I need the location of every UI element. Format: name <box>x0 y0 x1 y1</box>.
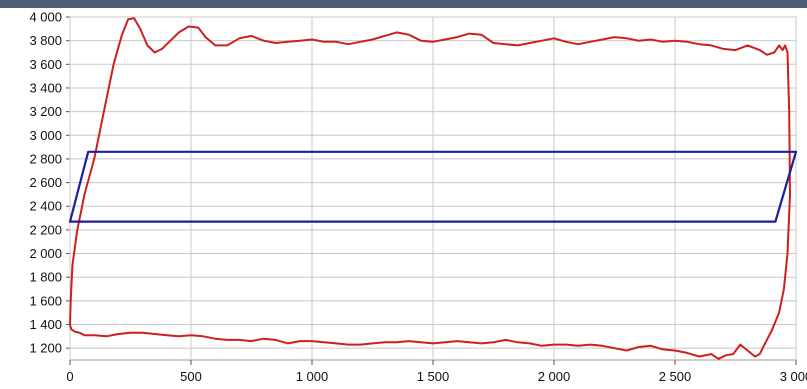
y-tick-label: 3 000 <box>29 128 62 143</box>
x-axis-tick-labels: 0 500 1 000 1 500 2 000 2 500 3 000 <box>66 369 807 384</box>
y-tick-label: 1 600 <box>29 293 62 308</box>
y-tick-label: 3 400 <box>29 80 62 95</box>
y-tick-label: 2 200 <box>29 222 62 237</box>
x-tick-label: 0 <box>66 369 73 384</box>
x-tick-label: 2 000 <box>538 369 571 384</box>
x-tick-label: 1 000 <box>296 369 329 384</box>
grid-lines <box>66 16 797 365</box>
y-tick-label: 1 400 <box>29 317 62 332</box>
y-tick-label: 2 400 <box>29 199 62 214</box>
y-tick-label: 3 600 <box>29 57 62 72</box>
line-chart: 1 200 1 400 1 600 1 800 2 000 2 200 2 400 2 600… <box>29 10 807 385</box>
y-tick-label: 2 600 <box>29 175 62 190</box>
y-tick-label: 3 200 <box>29 104 62 119</box>
chart-area: 1 200 1 400 1 600 1 800 2 000 2 200 2 400 2 600… <box>0 8 807 385</box>
window-top-bar <box>0 0 807 8</box>
series-line-red <box>69 17 791 360</box>
data-series <box>68 17 798 360</box>
y-tick-label: 4 000 <box>29 10 62 25</box>
x-tick-label: 2 500 <box>659 369 692 384</box>
y-tick-label: 1 200 <box>29 341 62 356</box>
y-tick-label: 1 800 <box>29 270 62 285</box>
x-tick-label: 3 000 <box>780 369 807 384</box>
y-tick-label: 3 800 <box>29 33 62 48</box>
y-tick-label: 2 800 <box>29 151 62 166</box>
x-tick-label: 1 500 <box>417 369 450 384</box>
y-tick-label: 2 000 <box>29 246 62 261</box>
x-tick-label: 500 <box>180 369 202 384</box>
y-axis-tick-labels: 1 200 1 400 1 600 1 800 2 000 2 200 2 400 2 600… <box>29 10 62 356</box>
series-line-blue <box>68 150 798 223</box>
